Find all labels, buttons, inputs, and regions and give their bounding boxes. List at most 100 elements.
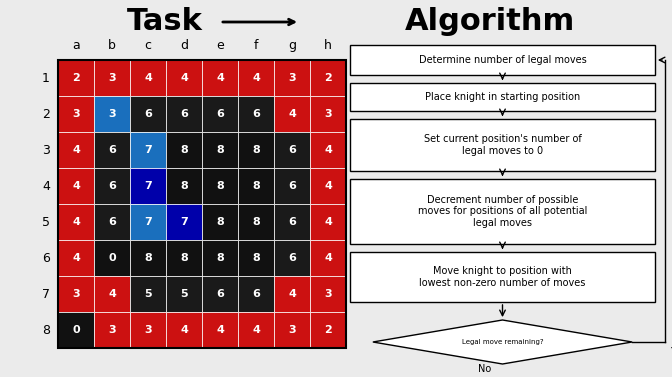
Bar	[58, 276, 94, 312]
Bar	[274, 60, 310, 96]
Text: 8: 8	[216, 253, 224, 263]
Text: 4: 4	[324, 253, 332, 263]
Text: c: c	[144, 39, 151, 52]
Text: 6: 6	[288, 181, 296, 191]
Bar	[274, 132, 310, 168]
Text: 4: 4	[72, 217, 80, 227]
Text: 4: 4	[42, 179, 50, 193]
Text: 7: 7	[180, 217, 188, 227]
Bar	[94, 96, 130, 132]
Bar	[310, 96, 346, 132]
Bar	[166, 240, 202, 276]
Bar	[238, 276, 274, 312]
Text: 4: 4	[216, 73, 224, 83]
Bar	[202, 312, 238, 348]
Text: f: f	[254, 39, 258, 52]
Bar	[350, 83, 655, 111]
Text: a: a	[72, 39, 80, 52]
Text: 4: 4	[216, 325, 224, 335]
Bar	[94, 312, 130, 348]
Bar	[58, 240, 94, 276]
Bar	[274, 204, 310, 240]
Bar	[310, 276, 346, 312]
Text: 7: 7	[144, 181, 152, 191]
Bar	[238, 240, 274, 276]
Text: h: h	[324, 39, 332, 52]
Text: 3: 3	[324, 109, 332, 119]
Bar	[58, 96, 94, 132]
Text: 7: 7	[144, 145, 152, 155]
Bar	[310, 204, 346, 240]
Text: Algorithm: Algorithm	[405, 8, 575, 37]
Text: 8: 8	[42, 323, 50, 337]
Text: Yes: Yes	[670, 347, 672, 357]
Bar	[274, 96, 310, 132]
Text: 6: 6	[144, 109, 152, 119]
Bar	[310, 132, 346, 168]
Text: 8: 8	[180, 253, 188, 263]
Text: 3: 3	[72, 109, 80, 119]
Text: 8: 8	[216, 181, 224, 191]
Text: 8: 8	[252, 253, 260, 263]
Text: 4: 4	[72, 145, 80, 155]
Bar	[130, 276, 166, 312]
Polygon shape	[373, 320, 632, 364]
Bar	[130, 96, 166, 132]
Text: 3: 3	[108, 73, 116, 83]
Text: 8: 8	[180, 145, 188, 155]
Bar	[350, 119, 655, 171]
Bar	[238, 132, 274, 168]
Text: 0: 0	[72, 325, 80, 335]
Text: 5: 5	[180, 289, 187, 299]
Text: 6: 6	[288, 253, 296, 263]
Text: 5: 5	[42, 216, 50, 228]
Text: Move knight to position with
lowest non-zero number of moves: Move knight to position with lowest non-…	[419, 266, 586, 288]
Bar	[166, 204, 202, 240]
Text: Legal move remaining?: Legal move remaining?	[462, 339, 544, 345]
Text: 8: 8	[216, 145, 224, 155]
Bar	[350, 179, 655, 244]
Bar	[350, 252, 655, 302]
Text: 4: 4	[144, 73, 152, 83]
Text: Decrement number of possible
moves for positions of all potential
legal moves: Decrement number of possible moves for p…	[418, 195, 587, 228]
Text: 3: 3	[72, 289, 80, 299]
Text: 6: 6	[108, 217, 116, 227]
Text: 4: 4	[180, 73, 188, 83]
Text: 3: 3	[288, 73, 296, 83]
Bar	[94, 276, 130, 312]
Bar	[202, 60, 238, 96]
Text: Set current position's number of
legal moves to 0: Set current position's number of legal m…	[423, 134, 581, 156]
Bar	[166, 168, 202, 204]
Text: 6: 6	[288, 217, 296, 227]
Text: Determine number of legal moves: Determine number of legal moves	[419, 55, 587, 65]
Bar	[58, 60, 346, 348]
Text: 6: 6	[252, 289, 260, 299]
Text: 3: 3	[288, 325, 296, 335]
Bar	[58, 168, 94, 204]
Text: 2: 2	[324, 73, 332, 83]
Text: 6: 6	[288, 145, 296, 155]
Text: 6: 6	[252, 109, 260, 119]
Text: d: d	[180, 39, 188, 52]
Text: 4: 4	[288, 109, 296, 119]
Bar	[238, 168, 274, 204]
Text: g: g	[288, 39, 296, 52]
Bar	[238, 60, 274, 96]
Bar	[274, 240, 310, 276]
Bar	[166, 96, 202, 132]
Text: 1: 1	[42, 72, 50, 84]
Bar	[94, 60, 130, 96]
Text: 8: 8	[252, 145, 260, 155]
Text: 4: 4	[252, 325, 260, 335]
Bar	[202, 168, 238, 204]
Text: 2: 2	[42, 107, 50, 121]
Bar	[202, 132, 238, 168]
Bar	[310, 312, 346, 348]
Bar	[166, 60, 202, 96]
Text: 8: 8	[180, 181, 188, 191]
Text: 7: 7	[144, 217, 152, 227]
Text: 6: 6	[42, 251, 50, 265]
Bar	[238, 96, 274, 132]
Bar	[274, 312, 310, 348]
Bar	[130, 204, 166, 240]
